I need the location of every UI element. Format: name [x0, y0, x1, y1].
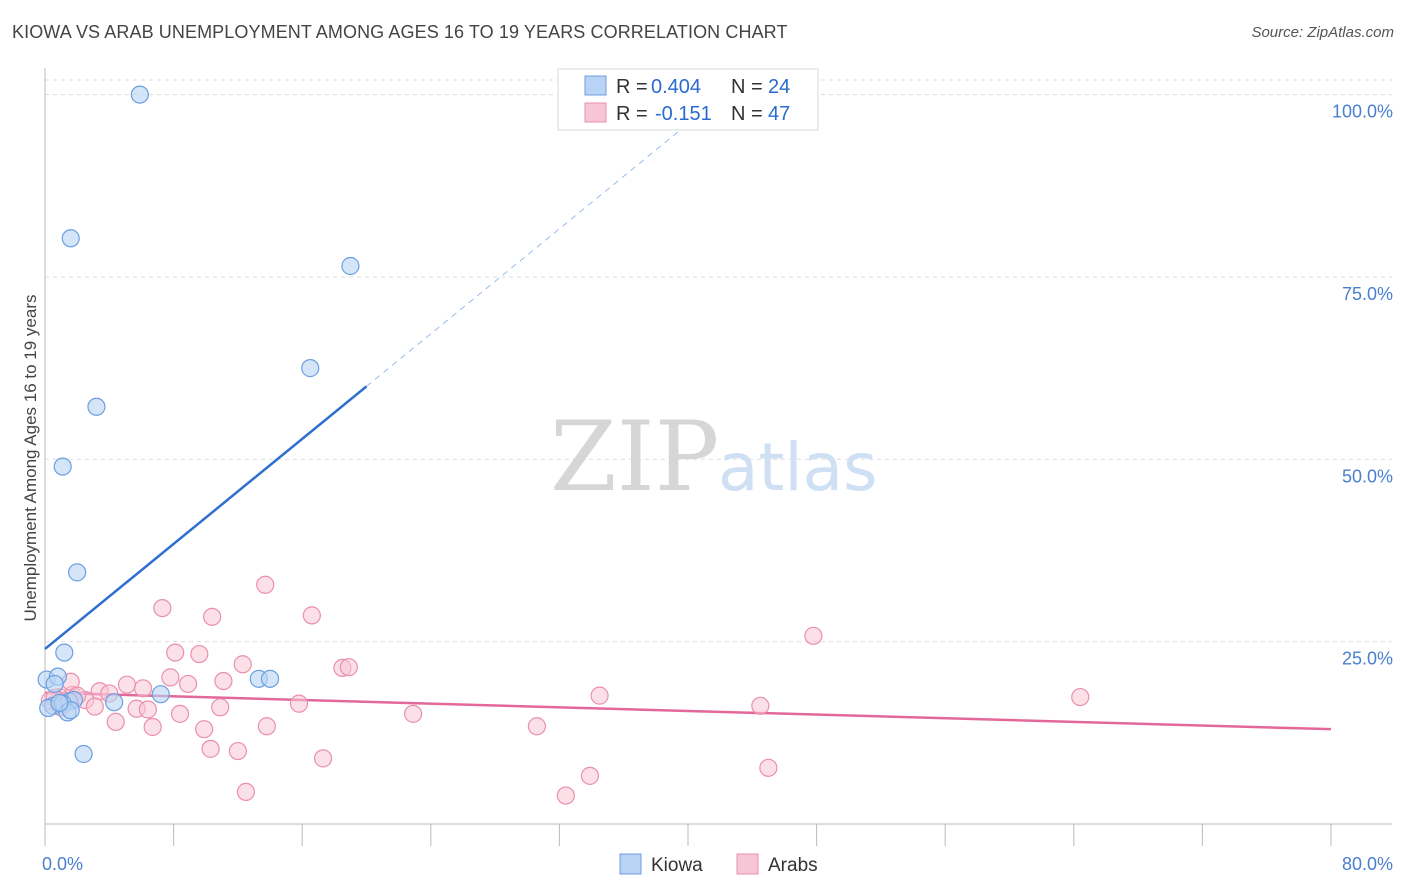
arabs-point	[203, 607, 222, 626]
arabs-point	[178, 674, 198, 694]
arabs-point	[527, 717, 546, 736]
kiowa-point	[50, 693, 69, 713]
legend-arabs-n-value: 47	[768, 103, 790, 125]
legend-arabs-swatch	[584, 102, 607, 123]
legend-kiowa-r-label: R =	[616, 76, 648, 98]
arabs-point	[166, 643, 185, 662]
arabs-point	[228, 741, 247, 761]
kiowa-point	[45, 674, 64, 694]
watermark: ZIP atlas	[550, 401, 878, 513]
y-tick-label: 75.0%	[1342, 284, 1393, 304]
y-axis-title: Unemployment Among Ages 16 to 19 years	[21, 295, 40, 622]
arabs-point	[85, 697, 104, 716]
x-tick-label-min: 0.0%	[42, 854, 83, 874]
legend-arabs-r-value: -0.151	[655, 103, 712, 125]
legend-arabs-r-label: R =	[616, 103, 648, 125]
arabs-point	[201, 739, 220, 758]
y-tick-label: 25.0%	[1342, 649, 1393, 669]
grid-lines	[45, 79, 1392, 643]
watermark-atlas: atlas	[718, 429, 878, 506]
kiowa-points	[37, 85, 360, 764]
legend-kiowa-n-value: 24	[768, 76, 790, 98]
arabs-point	[170, 704, 190, 723]
legend-arabs-n-label: N =	[731, 103, 763, 125]
arabs-point	[1071, 687, 1090, 707]
x-tick-label-max: 80.0%	[1342, 854, 1393, 874]
arabs-point	[106, 712, 125, 731]
arabs-point	[289, 694, 309, 713]
kiowa-point	[61, 229, 80, 248]
arabs-point	[313, 749, 333, 768]
kiowa-point	[87, 397, 106, 416]
arabs-points	[40, 575, 1090, 805]
kiowa-trend-line	[44, 385, 368, 650]
kiowa-point	[68, 563, 87, 582]
arabs-point	[804, 626, 823, 645]
arabs-point	[302, 606, 321, 625]
arabs-point	[211, 698, 230, 717]
arabs-point	[161, 668, 180, 687]
arabs-point	[590, 686, 609, 705]
kiowa-point	[55, 643, 74, 662]
bottom-legend-kiowa-label: Kiowa	[651, 855, 703, 876]
arabs-point	[190, 644, 209, 664]
kiowa-point	[301, 359, 320, 378]
arabs-point	[195, 720, 214, 739]
y-tick-label: 100.0%	[1332, 102, 1393, 122]
kiowa-point	[74, 744, 93, 764]
arabs-point	[133, 679, 153, 698]
bottom-legend-arabs-swatch	[736, 853, 759, 875]
arabs-point	[751, 696, 770, 715]
arabs-point	[233, 655, 252, 674]
trend-lines	[44, 110, 1332, 731]
arabs-point	[339, 658, 358, 677]
y-tick-labels: 25.0% 50.0% 75.0% 100.0%	[1332, 102, 1393, 669]
series-legend: Kiowa Arabs	[619, 853, 818, 876]
arabs-trend-line	[44, 691, 1332, 731]
kiowa-point	[260, 669, 280, 688]
arabs-point	[138, 700, 157, 719]
kiowa-point	[130, 85, 149, 104]
legend-kiowa-swatch	[584, 75, 607, 96]
arabs-point	[236, 782, 256, 802]
bottom-legend-arabs-label: Arabs	[768, 855, 818, 876]
kiowa-point	[341, 256, 360, 276]
correlation-legend: R = 0.404 N = 24 R = -0.151 N = 47	[557, 68, 819, 131]
arabs-point	[143, 717, 162, 737]
arabs-point	[214, 671, 233, 691]
kiowa-point	[105, 693, 124, 712]
arabs-point	[759, 758, 778, 777]
kiowa-trend-extension	[366, 110, 705, 387]
arabs-point	[257, 717, 276, 736]
arabs-point	[256, 575, 275, 594]
y-tick-label: 50.0%	[1342, 466, 1393, 486]
arabs-point	[117, 675, 137, 694]
legend-kiowa-r-value: 0.404	[651, 76, 701, 98]
bottom-legend-kiowa-swatch	[619, 853, 642, 875]
legend-kiowa-n-label: N =	[731, 76, 763, 98]
x-tick-labels: 0.0% 80.0%	[42, 854, 1393, 874]
chart-title: KIOWA VS ARAB UNEMPLOYMENT AMONG AGES 16…	[12, 22, 788, 42]
arabs-point	[580, 766, 600, 785]
arabs-point	[404, 704, 423, 723]
kiowa-point	[53, 457, 72, 476]
kiowa-point	[151, 685, 170, 704]
arabs-point	[556, 786, 575, 805]
watermark-zip: ZIP	[550, 401, 719, 513]
arabs-point	[153, 598, 172, 618]
source-label: Source: ZipAtlas.com	[1251, 24, 1394, 41]
